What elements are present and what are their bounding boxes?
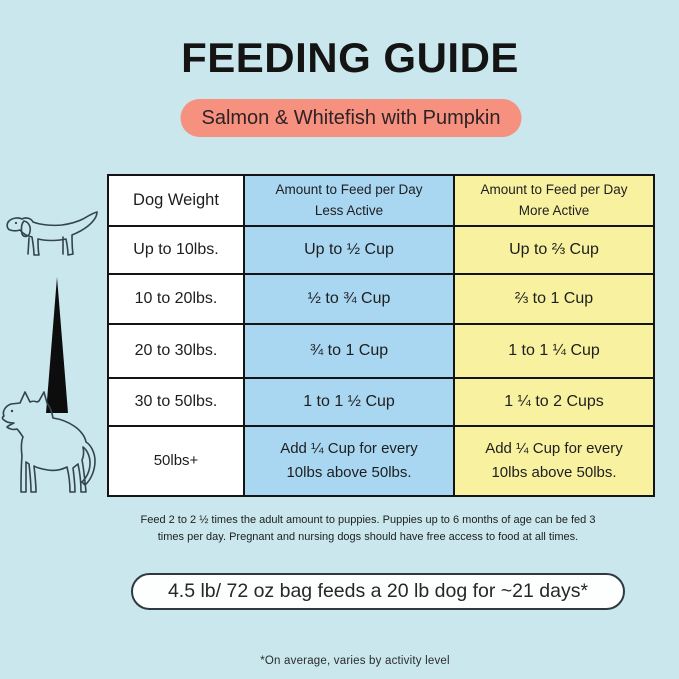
puppy-feeding-note: Feed 2 to 2 ½ times the adult amount to … [140,514,596,544]
weight-cell: Up to 10lbs. [107,225,245,275]
table-row: 10 to 20lbs. ½ to ¾ Cup ⅔ to 1 Cup [107,273,655,325]
table-row: 50lbs+ Add ¼ Cup for every 10lbs above 5… [107,425,655,497]
more-active-cell: 1 ¼ to 2 Cups [453,377,655,427]
less-active-cell: Add ¼ Cup for every 10lbs above 50lbs. [243,425,455,497]
great-dane-icon [1,391,96,493]
weight-cell: 50lbs+ [107,425,245,497]
less-active-cell: Up to ½ Cup [243,225,455,275]
dachshund-icon [6,211,98,256]
table-row: Up to 10lbs. Up to ½ Cup Up to ⅔ Cup [107,225,655,275]
bag-estimate-pill: 4.5 lb/ 72 oz bag feeds a 20 lb dog for … [131,573,625,610]
less-active-cell: ¾ to 1 Cup [243,323,455,379]
less-active-cell: 1 to 1 ½ Cup [243,377,455,427]
header-dog-weight: Dog Weight [107,174,245,227]
bag-estimate-text: 4.5 lb/ 72 oz bag feeds a 20 lb dog for … [167,580,589,602]
table-row: 30 to 50lbs. 1 to 1 ½ Cup 1 ¼ to 2 Cups [107,377,655,427]
feeding-table: Dog Weight Amount to Feed per Day Less A… [107,174,655,497]
table-row: 20 to 30lbs. ¾ to 1 Cup 1 to 1 ¼ Cup [107,323,655,379]
more-active-cell: 1 to 1 ¼ Cup [453,323,655,379]
more-active-cell: Up to ⅔ Cup [453,225,655,275]
header-more-active: Amount to Feed per Day More Active [453,174,655,227]
weight-cell: 30 to 50lbs. [107,377,245,427]
weight-cell: 20 to 30lbs. [107,323,245,379]
average-note: *On average, varies by activity level [260,655,450,667]
more-active-cell: Add ¼ Cup for every 10lbs above 50lbs. [453,425,655,497]
more-active-cell: ⅔ to 1 Cup [453,273,655,325]
less-active-cell: ½ to ¾ Cup [243,273,455,325]
weight-cell: 10 to 20lbs. [107,273,245,325]
header-less-active: Amount to Feed per Day Less Active [243,174,455,227]
table-header-row: Dog Weight Amount to Feed per Day Less A… [107,174,655,227]
page-title: FEEDING GUIDE [181,34,519,81]
flavor-badge: Salmon & Whitefish with Pumpkin [180,99,522,137]
